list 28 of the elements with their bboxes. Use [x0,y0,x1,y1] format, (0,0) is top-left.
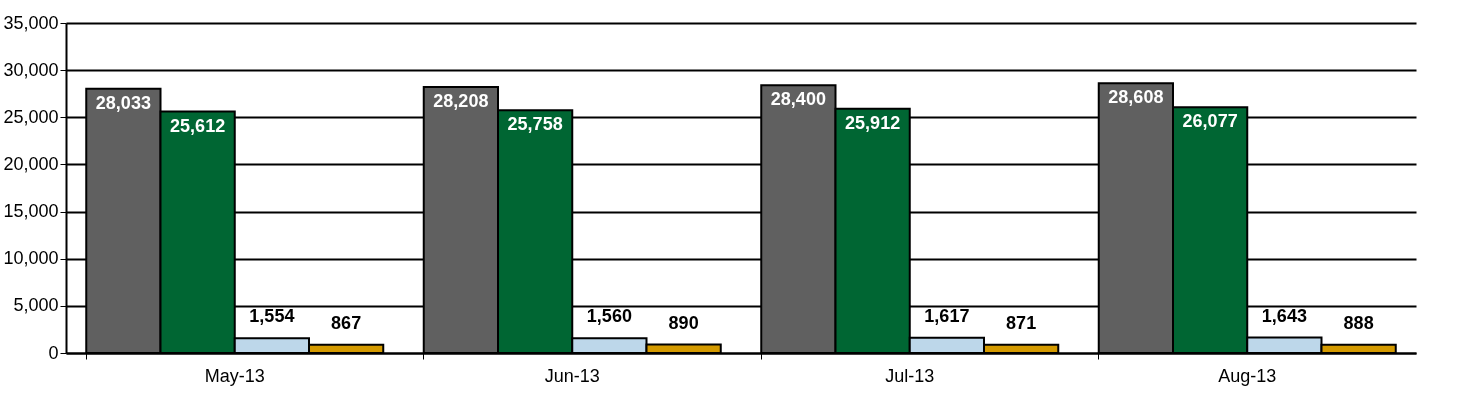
data-label: 28,033 [95,92,151,113]
x-tick-label: Jun-13 [544,365,600,386]
y-tick-label: 25,000 [3,106,59,127]
x-tick-label: Aug-13 [1218,365,1277,386]
data-label: 1,643 [1261,305,1307,326]
y-tick-label: 20,000 [3,153,59,174]
y-tick-label: 15,000 [3,201,59,222]
data-label: 25,612 [170,115,226,136]
data-label: 26,077 [1182,111,1238,132]
data-label: 1,554 [249,306,295,327]
data-label: 888 [1343,312,1374,333]
data-label: 1,560 [586,306,632,327]
data-label: 25,912 [845,112,901,133]
y-tick-label: 5,000 [13,295,59,316]
y-tick-label: 35,000 [3,12,59,33]
y-tick-label: 30,000 [3,59,59,80]
data-label: 867 [331,312,362,333]
y-tick-label: 10,000 [3,248,59,269]
data-label: 28,208 [433,91,489,112]
data-label: 28,608 [1108,87,1164,108]
x-tick-label: May-13 [204,365,265,386]
data-label: 871 [1006,312,1037,333]
y-tick-label: 0 [48,342,59,363]
data-label: 28,400 [770,89,826,110]
data-label: 1,617 [924,305,970,326]
data-label: 890 [668,312,699,333]
x-tick-label: Jul-13 [885,365,935,386]
data-label: 25,758 [507,114,563,135]
